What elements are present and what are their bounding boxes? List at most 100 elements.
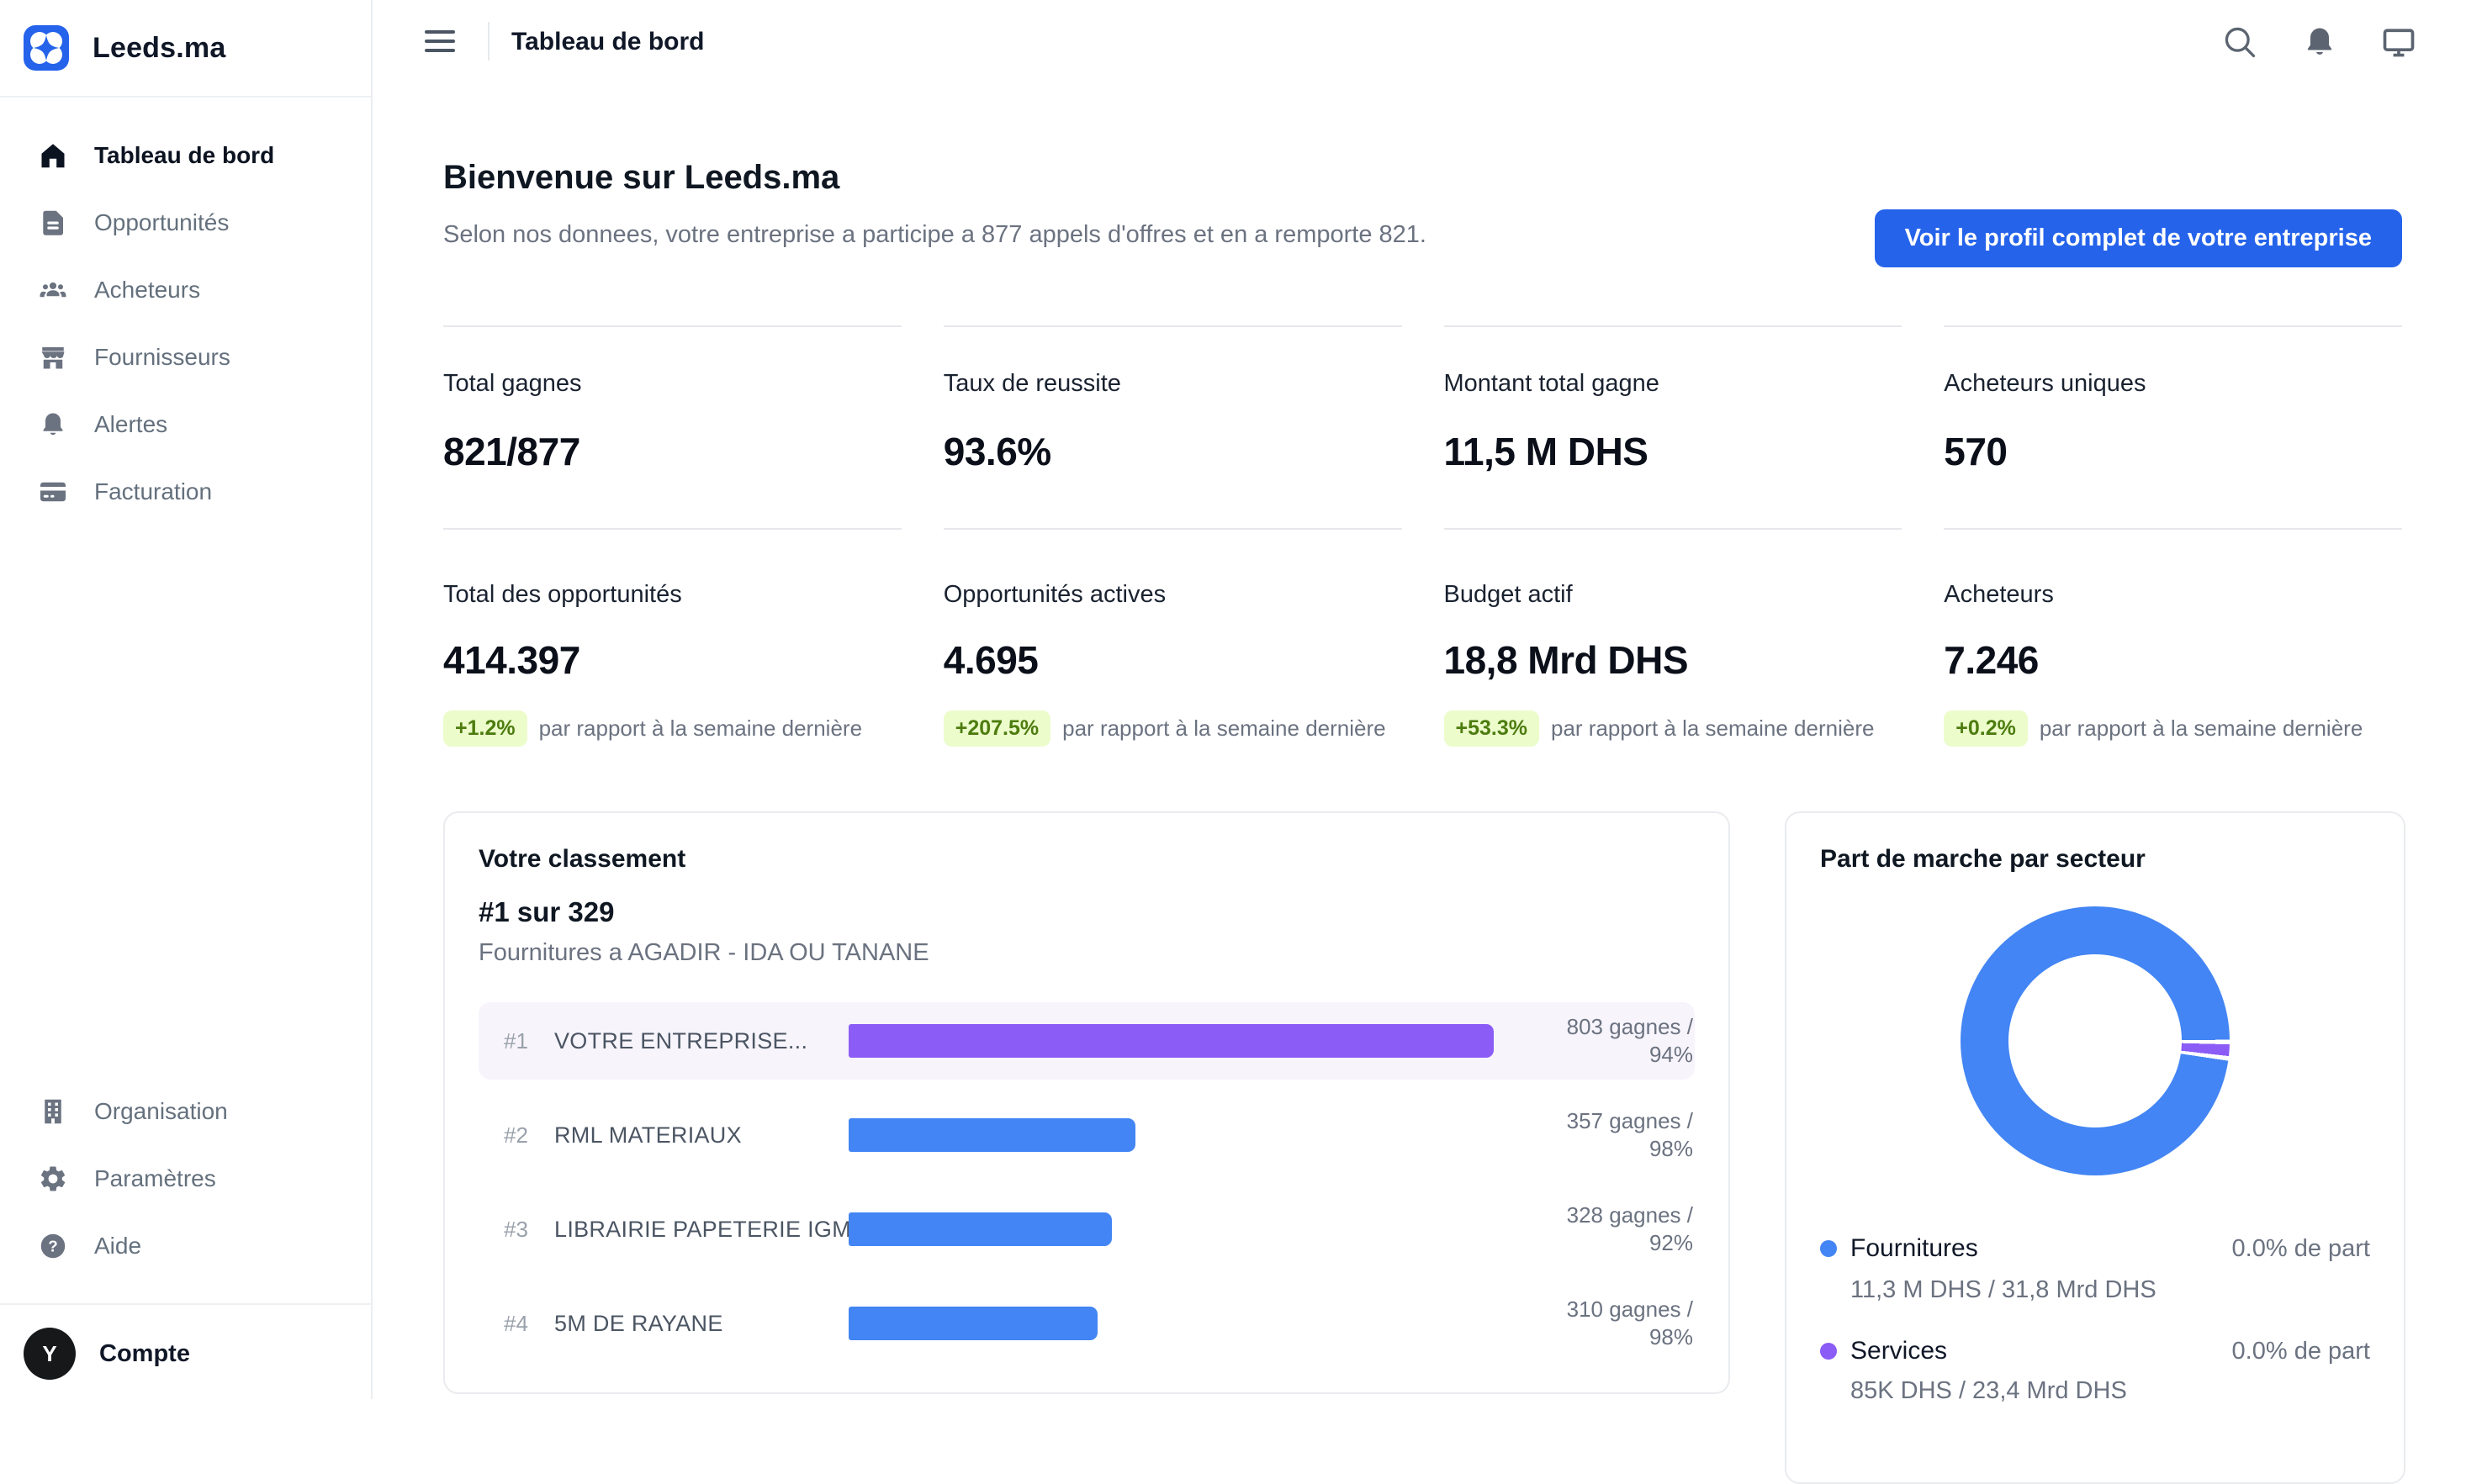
view-company-profile-button[interactable]: Voir le profil complet de votre entrepri… <box>1875 209 2402 267</box>
leeds-logo-icon <box>24 25 69 71</box>
stat-value: 93.6% <box>944 429 1402 474</box>
legend-amounts: 85K DHS / 23,4 Mrd DHS <box>1850 1376 2370 1406</box>
sidebar-item-label: Opportunités <box>94 209 229 236</box>
brand-name: Leeds.ma <box>93 32 225 65</box>
legend-dot-icon <box>1820 1343 1837 1360</box>
stat-value: 4.695 <box>944 637 1402 683</box>
stat-card: Acheteurs uniques 570 <box>1944 325 2402 474</box>
rank-number: #4 <box>504 1311 554 1337</box>
rank-number: #3 <box>504 1217 554 1243</box>
stat-label: Budget actif <box>1444 580 1902 609</box>
legend-share: 0.0% de part <box>2232 1335 2370 1367</box>
gear-icon <box>38 1164 68 1194</box>
legend-block: Services 0.0% de part 85K DHS / 23,4 Mrd… <box>1820 1335 2370 1406</box>
sidebar-item-aide[interactable]: ?Aide <box>0 1212 371 1280</box>
sidebar-nav: Tableau de bord Opportunités Acheteurs Four… <box>0 98 371 525</box>
stat-value: 821/877 <box>443 429 902 474</box>
stat-label: Acheteurs <box>1944 580 2402 609</box>
legend-amounts: 11,3 M DHS / 31,8 Mrd DHS <box>1850 1275 2370 1305</box>
legend-sector-name: Services <box>1850 1335 1947 1367</box>
sidebar-item-fournisseurs[interactable]: Fournisseurs <box>0 324 371 391</box>
delta-caption: par rapport à la semaine dernière <box>1062 716 1385 742</box>
legend-dot-icon <box>1820 1240 1837 1257</box>
menu-icon[interactable] <box>425 30 455 52</box>
search-icon[interactable] <box>2221 24 2258 61</box>
ranking-row: #1 VOTRE ENTREPRISE... 803 gagnes /94% <box>479 1002 1695 1080</box>
sidebar-item-label: Alertes <box>94 411 167 438</box>
rank-value: 310 gagnes /98% <box>1494 1296 1695 1351</box>
rank-value: 328 gagnes /92% <box>1494 1201 1695 1257</box>
ranking-row: #4 5M DE RAYANE 310 gagnes /98% <box>479 1285 1695 1362</box>
rank-value: 803 gagnes /94% <box>1494 1013 1695 1069</box>
rank-bar-track <box>849 1307 1494 1340</box>
svg-text:?: ? <box>48 1237 57 1254</box>
storefront-icon <box>38 342 68 372</box>
account-label: Compte <box>99 1340 190 1368</box>
rank-bar-track <box>849 1118 1494 1152</box>
ranking-card: Votre classement #1 sur 329 Fournitures … <box>443 811 1730 1394</box>
stat-card: Taux de reussite 93.6% <box>944 325 1402 474</box>
ranking-row: #2 RML MATERIAUX 357 gagnes /98% <box>479 1096 1695 1174</box>
stats-row-1: Total gagnes 821/877 Taux de reussite 93.… <box>443 325 2402 474</box>
topbar-divider <box>488 22 489 61</box>
rank-number: #1 <box>504 1028 554 1054</box>
monitor-icon[interactable] <box>2380 24 2417 61</box>
delta-caption: par rapport à la semaine dernière <box>1551 716 1874 742</box>
legend-share: 0.0% de part <box>2232 1233 2370 1265</box>
ranking-card-title: Votre classement <box>479 843 1695 875</box>
sector-share-card: Part de marche par secteur Fournitures 0… <box>1785 811 2405 1484</box>
ranking-rows: #1 VOTRE ENTREPRISE... 803 gagnes /94% #… <box>479 1002 1695 1362</box>
rank-bar-track <box>849 1212 1494 1246</box>
stat-label: Taux de reussite <box>944 369 1402 398</box>
delta-badge: +0.2% <box>1944 710 2028 747</box>
ranking-subtitle: Fournitures a AGADIR - IDA OU TANANE <box>479 937 1695 968</box>
stat-card: Total gagnes 821/877 <box>443 325 902 474</box>
sidebar-item-tableau-de-bord[interactable]: Tableau de bord <box>0 122 371 189</box>
welcome-subtitle: Selon nos donnees, votre entreprise a pa… <box>443 221 1426 249</box>
ranking-headline: #1 sur 329 <box>479 895 1695 929</box>
sector-card-title: Part de marche par secteur <box>1820 843 2370 875</box>
stat-card: Acheteurs 7.246 +0.2% par rapport à la s… <box>1944 528 2402 747</box>
sidebar-item-param-tres[interactable]: Paramètres <box>0 1145 371 1212</box>
account-row[interactable]: Y Compte <box>0 1305 371 1380</box>
legend-block: Fournitures 0.0% de part 11,3 M DHS / 31… <box>1820 1233 2370 1305</box>
rank-number: #2 <box>504 1122 554 1149</box>
stat-label: Total gagnes <box>443 369 902 398</box>
sidebar-item-label: Acheteurs <box>94 277 200 304</box>
avatar[interactable]: Y <box>24 1328 76 1380</box>
bell-icon[interactable] <box>2301 24 2338 61</box>
delta-badge: +1.2% <box>443 710 527 747</box>
stat-value: 7.246 <box>1944 637 2402 683</box>
stat-label: Opportunités actives <box>944 580 1402 609</box>
stat-card: Total des opportunités 414.397 +1.2% par… <box>443 528 902 747</box>
welcome-title: Bienvenue sur Leeds.ma <box>443 159 839 197</box>
sidebar: Leeds.ma Tableau de bord Opportunités Ache… <box>0 0 373 1399</box>
sector-donut-chart <box>1961 906 2230 1175</box>
stat-card: Opportunités actives 4.695 +207.5% par r… <box>944 528 1402 747</box>
sidebar-item-acheteurs[interactable]: Acheteurs <box>0 256 371 324</box>
rank-value: 357 gagnes /98% <box>1494 1107 1695 1163</box>
stats-row-2: Total des opportunités 414.397 +1.2% par… <box>443 528 2402 747</box>
document-icon <box>38 208 68 238</box>
rank-bar <box>849 1212 1112 1246</box>
sidebar-item-facturation[interactable]: Facturation <box>0 458 371 525</box>
logo-row: Leeds.ma <box>0 0 371 98</box>
sidebar-item-organisation[interactable]: Organisation <box>0 1078 371 1145</box>
stat-value: 414.397 <box>443 637 902 683</box>
stat-value: 18,8 Mrd DHS <box>1444 637 1902 683</box>
sidebar-item-label: Facturation <box>94 478 212 505</box>
company-name: VOTRE ENTREPRISE... <box>554 1028 849 1054</box>
bell-icon <box>38 409 68 440</box>
delta-badge: +207.5% <box>944 710 1050 747</box>
delta-caption: par rapport à la semaine dernière <box>539 716 862 742</box>
delta-badge: +53.3% <box>1444 710 1540 747</box>
rank-bar <box>849 1307 1098 1340</box>
company-name: 5M DE RAYANE <box>554 1311 849 1337</box>
stat-label: Montant total gagne <box>1444 369 1902 398</box>
stat-value: 570 <box>1944 429 2402 474</box>
sidebar-item-opportunit-s[interactable]: Opportunités <box>0 189 371 256</box>
stat-value: 11,5 M DHS <box>1444 429 1902 474</box>
credit-card-icon <box>38 477 68 507</box>
sidebar-item-alertes[interactable]: Alertes <box>0 391 371 458</box>
